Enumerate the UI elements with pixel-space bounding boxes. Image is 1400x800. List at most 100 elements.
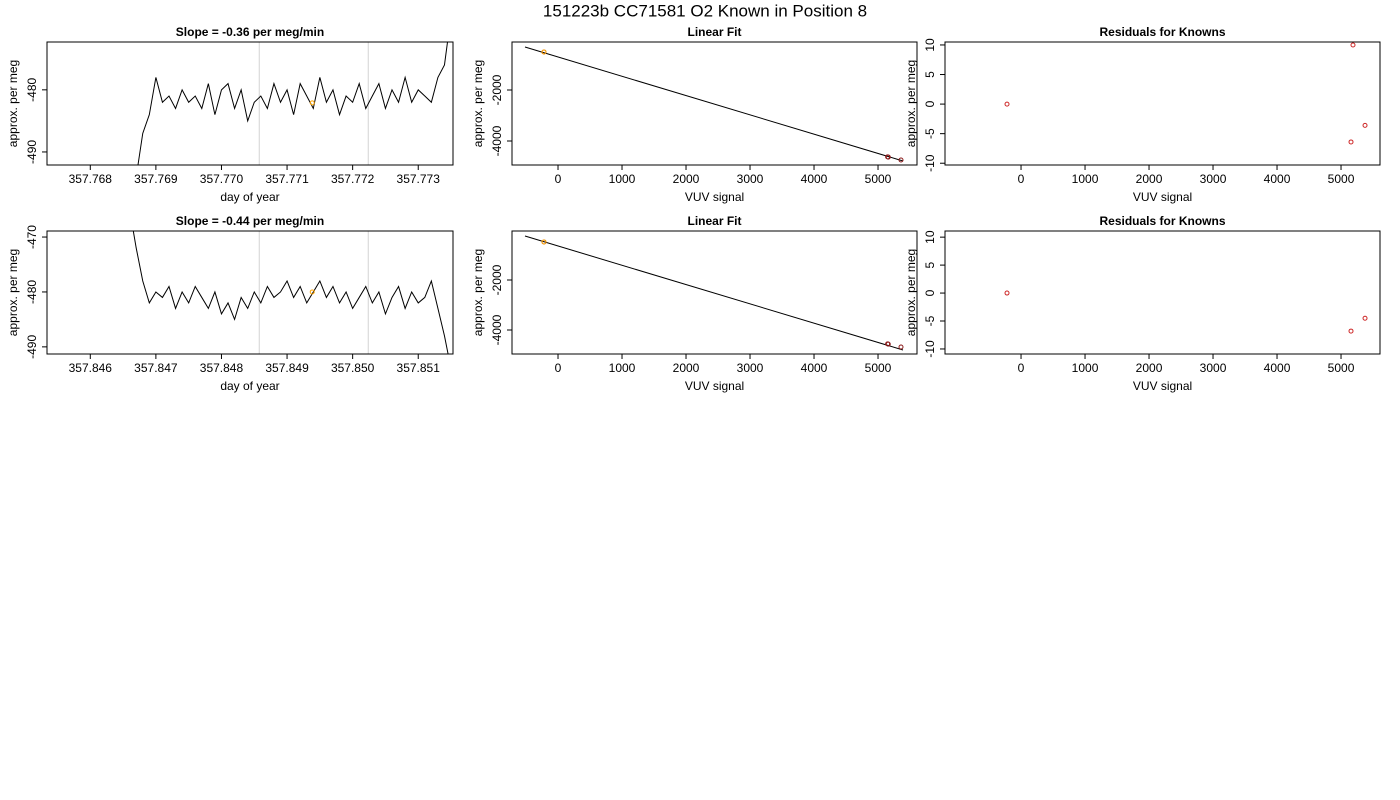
y-tick-label: -470 <box>25 225 39 249</box>
panel-title: Residuals for Knowns <box>1099 214 1225 228</box>
y-tick-label: 0 <box>923 289 937 296</box>
x-tick-label: 357.771 <box>265 172 309 186</box>
highlight-point <box>309 289 315 295</box>
x-axis-label: day of year <box>220 379 279 393</box>
y-axis-label: approx. per meg <box>904 249 918 336</box>
y-tick-label: -2000 <box>490 74 504 105</box>
x-axis-label: VUV signal <box>1133 379 1192 393</box>
y-tick-label: -490 <box>25 335 39 359</box>
y-tick-label: -5 <box>923 128 937 139</box>
y-tick-label: 10 <box>923 230 937 244</box>
y-axis-label: approx. per meg <box>471 249 485 336</box>
y-tick-label: -10 <box>923 340 937 358</box>
x-tick-label: 1000 <box>1072 172 1099 186</box>
panel-title: Slope = -0.36 per meg/min <box>176 25 324 39</box>
x-tick-label: 357.849 <box>265 361 309 375</box>
plot-area <box>1004 42 1368 145</box>
x-tick-label: 4000 <box>1264 172 1291 186</box>
x-tick-label: 5000 <box>865 172 892 186</box>
x-tick-label: 0 <box>555 172 562 186</box>
x-tick-label: 2000 <box>1136 361 1163 375</box>
y-axis-label: approx. per meg <box>904 60 918 147</box>
y-tick-label: 10 <box>923 38 937 52</box>
point <box>1362 122 1368 128</box>
point <box>1004 290 1010 296</box>
y-tick-label: -480 <box>25 78 39 102</box>
data-line <box>137 42 449 165</box>
plot-area <box>137 42 449 165</box>
point <box>1004 101 1010 107</box>
y-axis-label: approx. per meg <box>6 249 20 336</box>
x-tick-label: 0 <box>555 361 562 375</box>
x-tick-label: 1000 <box>609 172 636 186</box>
x-tick-label: 3000 <box>737 172 764 186</box>
plot-area <box>524 235 904 351</box>
y-tick-label: -10 <box>923 154 937 172</box>
highlight-point <box>309 100 315 106</box>
highlight-point <box>541 239 547 245</box>
y-tick-label: -480 <box>25 280 39 304</box>
x-tick-label: 357.846 <box>69 361 113 375</box>
x-tick-label: 1000 <box>1072 361 1099 375</box>
plot-area <box>132 231 449 354</box>
x-tick-label: 2000 <box>673 172 700 186</box>
point <box>898 344 904 350</box>
x-tick-label: 357.848 <box>200 361 244 375</box>
x-tick-label: 357.770 <box>200 172 244 186</box>
x-tick-label: 357.773 <box>397 172 441 186</box>
x-tick-label: 357.772 <box>331 172 375 186</box>
y-tick-label: -4000 <box>490 314 504 345</box>
x-tick-label: 2000 <box>673 361 700 375</box>
x-tick-label: 0 <box>1018 172 1025 186</box>
point <box>885 341 891 347</box>
x-tick-label: 1000 <box>609 361 636 375</box>
point <box>898 157 904 163</box>
y-tick-label: 0 <box>923 100 937 107</box>
y-tick-label: -490 <box>25 140 39 164</box>
x-tick-label: 357.768 <box>69 172 113 186</box>
y-axis-label: approx. per meg <box>471 60 485 147</box>
x-tick-label: 3000 <box>1200 361 1227 375</box>
x-axis-label: day of year <box>220 190 279 204</box>
panel-title: Linear Fit <box>687 214 741 228</box>
x-tick-label: 357.851 <box>397 361 441 375</box>
plot-frame <box>46 230 454 355</box>
point <box>1350 42 1356 48</box>
x-tick-label: 5000 <box>1328 361 1355 375</box>
plot-frame <box>511 230 918 355</box>
x-axis-label: VUV signal <box>685 190 744 204</box>
point <box>885 154 891 160</box>
plot-frame <box>46 41 454 166</box>
x-tick-label: 357.847 <box>134 361 178 375</box>
x-tick-label: 357.769 <box>134 172 178 186</box>
x-tick-label: 5000 <box>1328 172 1355 186</box>
plot-area <box>524 46 904 163</box>
x-tick-label: 2000 <box>1136 172 1163 186</box>
x-tick-label: 0 <box>1018 361 1025 375</box>
highlight-point <box>541 49 547 55</box>
panel-title: Slope = -0.44 per meg/min <box>176 214 324 228</box>
y-tick-label: 5 <box>923 71 937 78</box>
x-tick-label: 5000 <box>865 361 892 375</box>
point <box>1362 315 1368 321</box>
x-tick-label: 357.850 <box>331 361 375 375</box>
y-tick-label: -4000 <box>490 125 504 156</box>
point <box>1348 139 1354 145</box>
point <box>1348 328 1354 334</box>
plot-frame <box>944 230 1381 355</box>
y-tick-label: -2000 <box>490 264 504 295</box>
y-tick-label: 5 <box>923 261 937 268</box>
plot-area <box>1004 290 1368 334</box>
plot-frame <box>511 41 918 166</box>
plot-frame <box>944 41 1381 166</box>
fit-line <box>524 46 904 162</box>
y-tick-label: -5 <box>923 315 937 326</box>
fit-line <box>524 235 904 351</box>
x-tick-label: 4000 <box>801 172 828 186</box>
y-axis-label: approx. per meg <box>6 60 20 147</box>
x-tick-label: 4000 <box>1264 361 1291 375</box>
panel-title: Linear Fit <box>687 25 741 39</box>
x-tick-label: 3000 <box>737 361 764 375</box>
figure-title: 151223b CC71581 O2 Known in Position 8 <box>543 1 867 20</box>
